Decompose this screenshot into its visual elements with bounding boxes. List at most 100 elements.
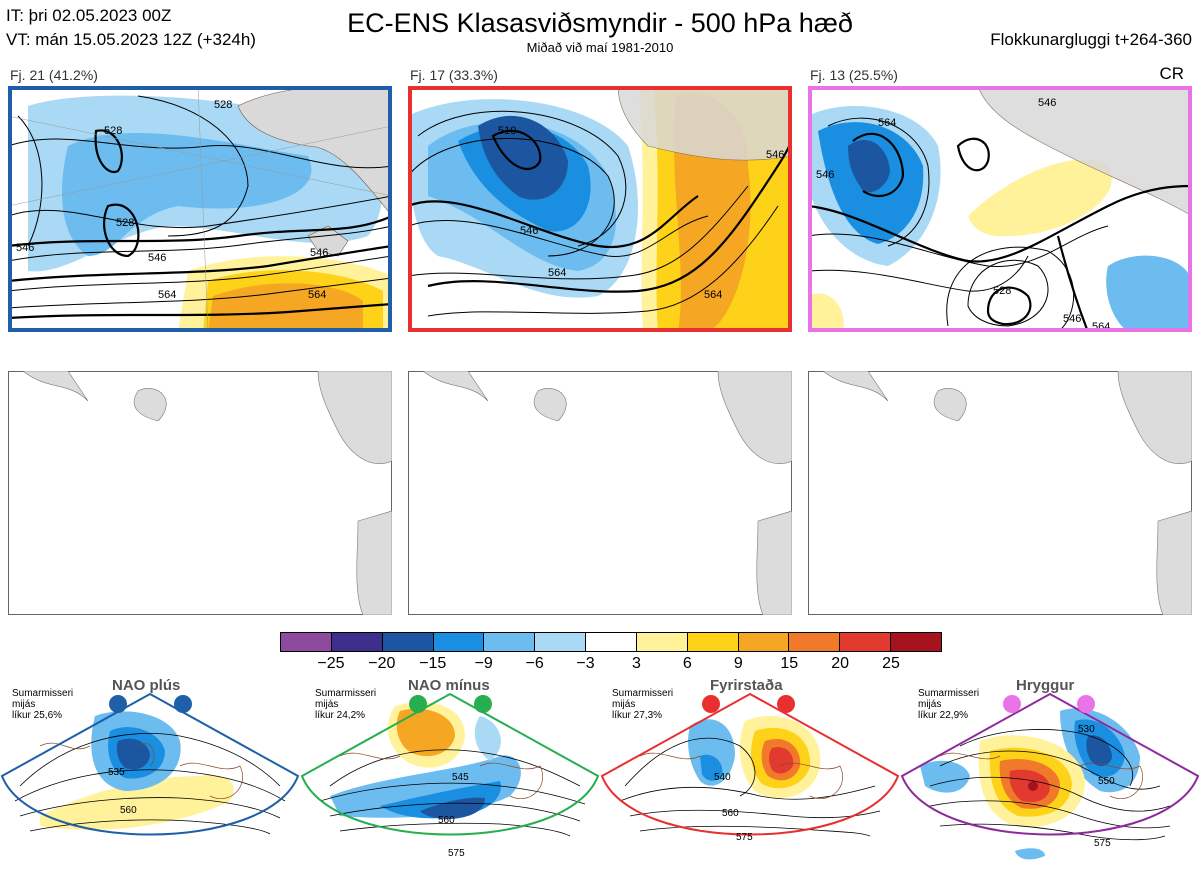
anomaly-dark-blue	[848, 140, 890, 193]
contour-label: 540	[714, 772, 731, 783]
valid-time: VT: mán 15.05.2023 12Z (+324h)	[6, 30, 256, 49]
contour-label: 546	[766, 149, 784, 161]
contour-label: 564	[1092, 321, 1110, 332]
contour-label: 575	[736, 832, 753, 843]
colorbar-tick-label: −15	[419, 655, 447, 672]
colorbar-tick-label: −20	[368, 655, 396, 672]
regime-1-info: Sumarmisseri mijás líkur 25,6%	[12, 688, 74, 721]
cluster-3-frame	[808, 86, 1192, 332]
cr-label: CR	[1159, 64, 1184, 83]
contour-label: 564	[158, 289, 176, 301]
regime-panel-blocking: 540 560 575	[600, 692, 900, 843]
colorbar-swatch	[586, 633, 637, 651]
colorbar-tick-label: −3	[576, 655, 595, 672]
cluster-2-frame	[408, 86, 792, 332]
anomaly-colorbar	[280, 632, 942, 652]
regime-dot	[777, 695, 795, 713]
regime-dot	[409, 695, 427, 713]
regime-1-title: NAO plús	[112, 677, 181, 694]
regime-3-title: Fyrirstaða	[710, 677, 783, 694]
colorbar-swatch	[331, 633, 383, 651]
regime-dot	[702, 695, 720, 713]
colorbar-swatch	[484, 633, 536, 651]
regime-dot	[109, 695, 127, 713]
regime-dot	[1003, 695, 1021, 713]
contour-label: 510	[498, 125, 516, 137]
contour-label: 546	[16, 242, 34, 254]
colorbar-tick-label: 20	[831, 655, 850, 672]
contour-label: 560	[722, 808, 739, 819]
empty-map-3	[808, 371, 1192, 615]
colorbar-swatch	[789, 633, 841, 651]
cluster-1-label: Fj. 21 (41.2%)	[10, 67, 98, 83]
page-title: EC-ENS Klasasviðsmyndir - 500 hPa hæð	[347, 8, 853, 38]
greenland-land	[237, 86, 392, 217]
contour-label: 546	[816, 169, 834, 181]
contour-label: 530	[1078, 724, 1095, 735]
cluster-3-map[interactable]: 546 564 546 528 546 564	[808, 86, 1192, 332]
contour-label: 546	[310, 247, 328, 259]
regime-dot	[174, 695, 192, 713]
initial-time: IT: þri 02.05.2023 00Z	[6, 6, 172, 25]
colorbar-tick-label: 3	[632, 655, 641, 672]
colorbar-tick-label: −6	[525, 655, 544, 672]
cluster-3-label: Fj. 13 (25.5%)	[810, 67, 898, 83]
greenland-land	[977, 86, 1192, 217]
colorbar-tick-label: 6	[682, 655, 692, 672]
cluster-1-map[interactable]: 528 528 546 546 546 564 564 528	[8, 86, 392, 332]
cluster-2-map[interactable]: 510 546 564 564 546	[408, 86, 792, 332]
contour-label: 560	[438, 815, 455, 826]
anomaly-blue	[62, 133, 312, 256]
colorbar-swatch	[636, 633, 688, 651]
colorbar-swatch	[840, 633, 892, 651]
colorbar-swatch	[382, 633, 434, 651]
contour-label: 564	[704, 289, 722, 301]
colorbar-swatch	[891, 633, 941, 651]
anomaly-light-yellow-2	[808, 293, 844, 332]
contour-label: 528	[116, 217, 134, 229]
cluster-1-frame	[8, 86, 392, 332]
contour-label: 575	[1094, 838, 1111, 849]
colorbar-swatch	[738, 633, 790, 651]
colorbar-tick-label: 15	[780, 655, 799, 672]
cluster-2-label: Fj. 17 (33.3%)	[410, 67, 498, 83]
regime-2-title: NAO mínus	[408, 677, 490, 694]
regime-panel-nao-plus: 535 560	[0, 692, 300, 836]
classification-window: Flokkunargluggi t+264-360	[990, 30, 1192, 49]
regime-panels: 535 560 545 560 575	[0, 692, 1200, 860]
contour-label: 560	[120, 805, 137, 816]
regime-3-info: Sumarmisseri mijás líkur 27,3%	[612, 688, 674, 721]
contour-label: 575	[448, 848, 465, 859]
contour-label: 528	[214, 99, 232, 111]
contour-label: 528	[993, 285, 1011, 297]
anomaly-blue	[1106, 255, 1192, 332]
anomaly-light-yellow	[968, 159, 1112, 237]
empty-map-1	[8, 371, 392, 615]
page-subtitle: Miðað við maí 1981-2010	[526, 40, 674, 55]
greenland-land	[617, 86, 792, 161]
empty-map-2	[408, 371, 792, 615]
contour-label: 546	[520, 225, 538, 237]
regime-2-info: Sumarmisseri mijás líkur 24,2%	[315, 688, 377, 721]
iceland-land	[307, 225, 349, 257]
contour-label: 564	[548, 267, 566, 279]
contour-label: 550	[1098, 776, 1115, 787]
colorbar-tick-label: −9	[474, 655, 493, 672]
colorbar-tick-label: 9	[733, 655, 743, 672]
colorbar-swatch	[433, 633, 485, 651]
header-dates: IT: þri 02.05.2023 00Z VT: mán 15.05.202…	[6, 4, 256, 52]
contour-label: 545	[452, 772, 469, 783]
colorbar-tick-label: −25	[317, 655, 345, 672]
regime-4-info: Sumarmisseri mijás líkur 22,9%	[918, 688, 980, 721]
regime-4-title: Hryggur	[1016, 677, 1075, 694]
regime-dot	[474, 695, 492, 713]
colorbar-swatch	[687, 633, 739, 651]
contour-label: 535	[108, 767, 125, 778]
regime-dot	[1077, 695, 1095, 713]
colorbar-swatch	[281, 633, 332, 651]
contour-label: 564	[308, 289, 326, 301]
contour-label: 546	[148, 252, 166, 264]
contour-label: 528	[104, 125, 122, 137]
colorbar-swatch	[535, 633, 587, 651]
anomaly-orange	[208, 283, 363, 332]
